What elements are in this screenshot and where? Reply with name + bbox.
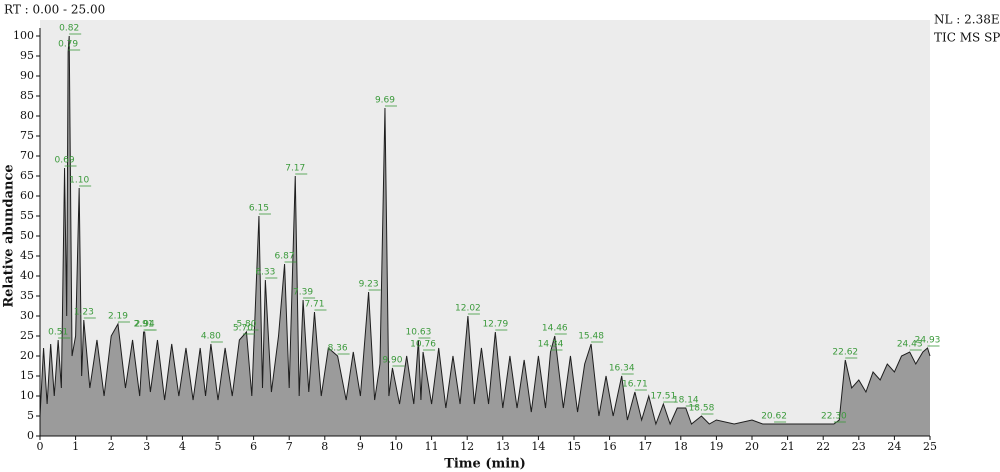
y-tick-label: 20 [20, 349, 34, 362]
y-tick-label: 80 [20, 109, 34, 122]
x-tick-label: 2 [108, 440, 115, 453]
x-tick-label: 22 [816, 440, 830, 453]
y-tick-label: 55 [20, 209, 34, 222]
x-tick-label: 4 [179, 440, 186, 453]
x-tick-label: 9 [357, 440, 364, 453]
y-tick-label: 50 [20, 229, 34, 242]
y-tick-label: 0 [27, 429, 34, 442]
peak-label: 18.14 [673, 396, 699, 406]
y-tick-label: 5 [27, 409, 34, 422]
y-tick-label: 25 [20, 329, 34, 342]
x-tick-label: 19 [709, 440, 723, 453]
x-tick-label: 12 [460, 440, 474, 453]
peak-label: 18.58 [689, 404, 715, 414]
peak-label: 16.34 [609, 364, 635, 374]
peak-label: 14.46 [542, 324, 568, 334]
x-tick-label: 23 [852, 440, 866, 453]
peak-label: 1.10 [69, 176, 89, 186]
x-tick-label: 0 [37, 440, 44, 453]
y-tick-label: 65 [20, 169, 34, 182]
peak-label: 22.62 [832, 348, 858, 358]
range-label: RT : 0.00 - 25.00 [4, 3, 105, 17]
y-tick-label: 30 [20, 309, 34, 322]
y-tick-label: 70 [20, 149, 34, 162]
peak-label: 0.69 [55, 156, 75, 166]
peak-label: 2.91 [134, 320, 154, 330]
nl-label: NL : 2.38E9 [934, 13, 1000, 27]
y-tick-label: 90 [20, 69, 34, 82]
peak-label: 0.79 [58, 40, 78, 50]
x-tick-label: 13 [496, 440, 510, 453]
signal-line [39, 35, 931, 426]
peak-label: 15.48 [578, 332, 604, 342]
peak-label: 9.23 [359, 280, 379, 290]
y-tick-label: 45 [20, 249, 34, 262]
peak-label: 10.63 [406, 328, 432, 338]
peak-label: 12.79 [482, 320, 508, 330]
peak-label: 9.69 [375, 96, 395, 106]
peak-label: 24.93 [915, 336, 941, 346]
x-tick-label: 17 [638, 440, 652, 453]
x-tick-label: 20 [745, 440, 759, 453]
peak-label: 2.19 [108, 312, 128, 322]
peak-label: 12.02 [455, 304, 481, 314]
peak-label: 7.17 [285, 164, 305, 174]
x-tick-label: 16 [603, 440, 617, 453]
peak-label: 0.51 [48, 328, 68, 338]
y-tick-label: 40 [20, 269, 34, 282]
peak-label: 17.51 [650, 392, 676, 402]
peak-label: 14.34 [538, 340, 564, 350]
x-tick-label: 7 [286, 440, 293, 453]
peak-label: 7.39 [293, 288, 313, 298]
peak-label: 16.71 [622, 380, 648, 390]
peak-label: 9.90 [382, 356, 402, 366]
y-tick-label: 75 [20, 129, 34, 142]
peak-label: 10.76 [410, 340, 436, 350]
x-tick-label: 25 [923, 440, 937, 453]
x-tick-label: 11 [425, 440, 439, 453]
y-tick-label: 10 [20, 389, 34, 402]
signal-area [40, 36, 930, 436]
y-tick-label: 15 [20, 369, 34, 382]
y-tick-label: 100 [13, 29, 34, 42]
peak-label: 4.80 [201, 332, 221, 342]
x-tick-label: 5 [215, 440, 222, 453]
peak-label: 22.30 [821, 412, 847, 422]
trace-label: TIC MS SP01 [934, 31, 1000, 45]
y-tick-label: 60 [20, 189, 34, 202]
x-tick-label: 14 [531, 440, 545, 453]
x-axis-label: Time (min) [444, 457, 526, 472]
peak-label: 6.33 [255, 268, 275, 278]
x-tick-label: 8 [321, 440, 328, 453]
peak-label: 8.36 [328, 344, 348, 354]
x-tick-label: 21 [781, 440, 795, 453]
peak-label: 2.94 [135, 320, 155, 330]
y-tick-label: 95 [20, 49, 34, 62]
peak-label: 24.43 [897, 340, 923, 350]
y-tick-label: 35 [20, 289, 34, 302]
x-tick-label: 1 [72, 440, 79, 453]
peak-label: 5.70 [233, 324, 253, 334]
x-tick-label: 18 [674, 440, 688, 453]
peak-label: 1.23 [74, 308, 94, 318]
peak-label: 20.62 [761, 412, 787, 422]
peak-label: 5.80 [236, 320, 256, 330]
peak-label: 6.87 [275, 252, 295, 262]
x-tick-label: 6 [250, 440, 257, 453]
peak-label: 7.71 [304, 300, 324, 310]
y-axis-label: Relative abundance [2, 164, 17, 307]
x-tick-label: 3 [143, 440, 150, 453]
x-tick-label: 15 [567, 440, 581, 453]
x-tick-label: 24 [887, 440, 901, 453]
peak-label: 0.82 [59, 24, 79, 34]
y-tick-label: 85 [20, 89, 34, 102]
x-tick-label: 10 [389, 440, 403, 453]
peak-label: 6.15 [249, 204, 269, 214]
